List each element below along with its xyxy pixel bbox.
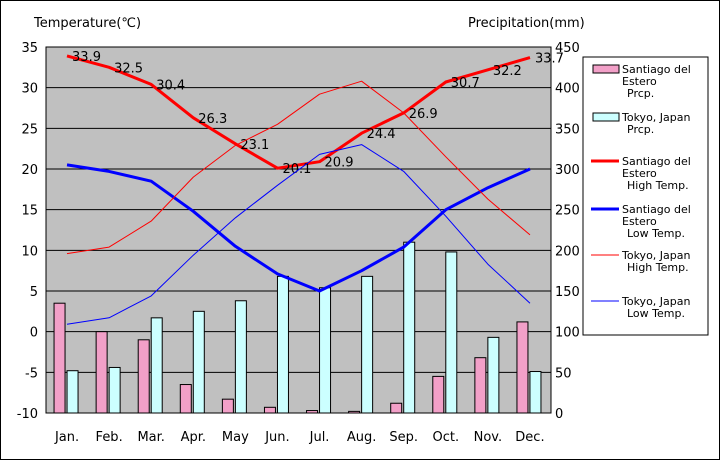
temp-line	[66, 54, 531, 170]
y-axis-right-title: Precipitation(mm)	[468, 16, 585, 31]
x-tick-label: Sep.	[389, 430, 418, 445]
y-right-tick-label: 450	[555, 41, 580, 56]
temp-line	[66, 163, 531, 293]
y-right-tick-label: 200	[555, 244, 580, 259]
legend-label: Tokyo, Japan	[621, 295, 690, 308]
plot-area: -10-505101520253035050100150200250300350…	[17, 41, 580, 445]
legend-label: Tokyo, Japan	[621, 111, 690, 124]
y-left-tick-label: -10	[17, 407, 38, 422]
temp-line	[66, 144, 531, 325]
precip-bar	[390, 402, 403, 414]
legend-label: Low Temp.	[627, 227, 685, 240]
precip-bar	[137, 339, 150, 414]
y-right-tick-label: 100	[555, 326, 580, 341]
data-label: 32.5	[114, 61, 143, 76]
precip-bar	[445, 251, 458, 414]
precip-bar	[306, 410, 319, 414]
y-left-tick-label: 5	[30, 285, 38, 300]
legend-label: High Temp.	[627, 179, 689, 192]
plot-background	[45, 46, 552, 414]
precip-bar	[53, 302, 66, 414]
x-tick-label: Feb.	[96, 430, 123, 445]
legend-label: Santiago del	[622, 155, 691, 168]
legend-swatch	[592, 64, 620, 74]
legend-swatch	[592, 112, 620, 122]
x-tick-label: Jul.	[309, 430, 330, 445]
y-right-tick-label: 0	[555, 407, 563, 422]
y-right-tick-label: 350	[555, 122, 580, 137]
y-left-tick-label: 25	[21, 122, 38, 137]
legend-box	[582, 56, 709, 336]
legend-label: Prcp.	[627, 123, 654, 136]
precip-bar	[150, 317, 163, 414]
precip-bar	[221, 398, 234, 414]
y-left-tick-label: 10	[21, 244, 38, 259]
precip-bar	[403, 241, 416, 414]
data-label: 26.3	[198, 112, 227, 127]
legend-label: Prcp.	[627, 87, 654, 100]
precip-bar	[348, 410, 361, 414]
legend-label: Estero	[622, 167, 657, 180]
y-right-tick-label: 50	[555, 366, 572, 381]
data-label: 33.7	[535, 52, 564, 67]
y-left-tick-label: -5	[25, 366, 38, 381]
precip-bar	[192, 310, 205, 414]
precip-bar	[108, 366, 121, 414]
legend-label: High Temp.	[627, 261, 689, 274]
precip-bar	[516, 321, 529, 414]
y-left-tick-label: 30	[21, 82, 38, 97]
x-tick-label: Mar.	[137, 430, 164, 445]
precip-bar	[95, 331, 108, 414]
y-right-tick-label: 250	[555, 204, 580, 219]
data-label: 26.9	[409, 107, 438, 122]
precip-bar	[487, 336, 500, 414]
data-label: 30.7	[451, 76, 480, 91]
y-left-tick-label: 15	[21, 204, 38, 219]
x-tick-label: Dec.	[515, 430, 544, 445]
temp-line	[66, 80, 531, 255]
data-label: 20.9	[325, 156, 354, 171]
x-tick-label: Oct.	[432, 430, 459, 445]
legend-label: Tokyo, Japan	[621, 249, 690, 262]
data-label: 32.2	[493, 64, 522, 79]
x-tick-label: Aug.	[347, 430, 377, 445]
precip-bar	[263, 406, 276, 414]
precip-bar	[234, 300, 247, 414]
y-left-tick-label: 20	[21, 163, 38, 178]
data-label: 23.1	[240, 138, 269, 153]
y-right-tick-label: 300	[555, 163, 580, 178]
precip-bar	[66, 370, 79, 414]
data-label: 33.9	[72, 50, 101, 65]
precip-bar	[361, 275, 374, 414]
data-label: 24.4	[367, 127, 396, 142]
y-left-tick-label: 0	[30, 326, 38, 341]
legend-label: Santiago del	[622, 203, 691, 216]
precip-bar	[276, 275, 289, 414]
x-tick-label: Nov.	[474, 430, 503, 445]
x-tick-label: May	[222, 430, 249, 445]
data-label: 20.1	[282, 162, 311, 177]
legend-label: Low Temp.	[627, 307, 685, 320]
legend-label: Estero	[622, 75, 657, 88]
legend-label: Santiago del	[622, 63, 691, 76]
precip-bar	[432, 375, 445, 414]
precip-bar	[319, 287, 332, 414]
precip-bar	[474, 357, 487, 414]
x-tick-label: Jan.	[54, 430, 79, 445]
y-right-tick-label: 400	[555, 82, 580, 97]
y-right-tick-label: 150	[555, 285, 580, 300]
data-label: 30.4	[156, 78, 185, 93]
precip-bar	[529, 371, 542, 414]
x-tick-label: Apr.	[181, 430, 206, 445]
y-axis-left-title: Temperature(℃)	[33, 16, 141, 31]
precip-bar	[179, 384, 192, 414]
x-tick-label: Jun.	[264, 430, 289, 445]
y-left-tick-label: 35	[21, 41, 38, 56]
legend-label: Estero	[622, 215, 657, 228]
